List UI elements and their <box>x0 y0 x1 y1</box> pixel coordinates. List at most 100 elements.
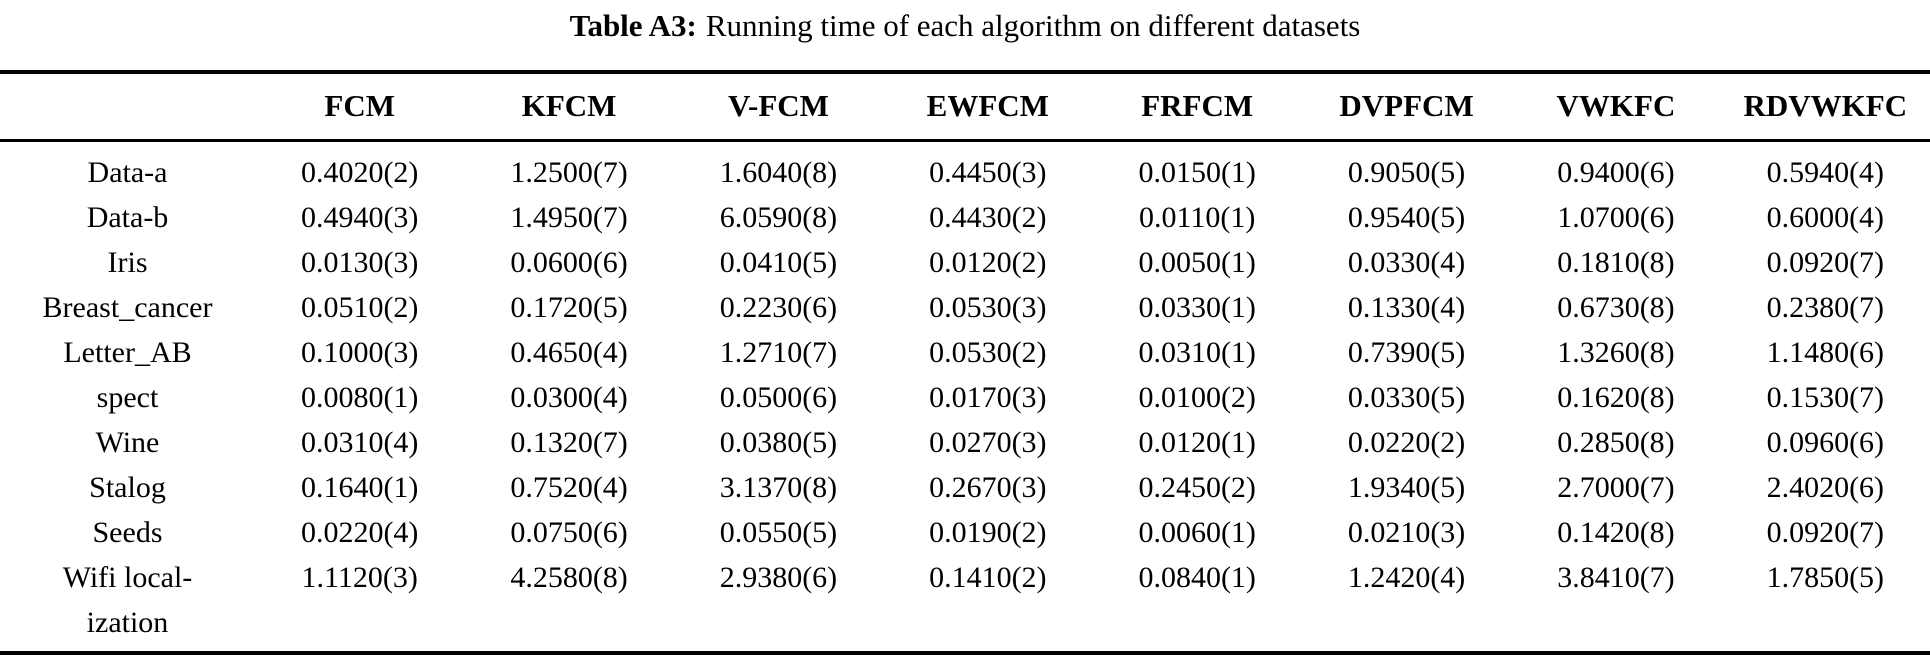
runtime-cell: 0.0920(7) <box>1766 246 1885 279</box>
runtime-cell: 2.4020(6) <box>1766 471 1885 504</box>
runtime-cell: 0.2670(3) <box>929 471 1047 504</box>
table-row: Wifi local- ization 1.1120(3) 4.2580(8) 2.9… <box>0 555 1930 653</box>
dataset-label: Data-a <box>87 156 168 189</box>
runtime-cell: 0.4430(2) <box>929 201 1047 234</box>
dataset-label: Letter_AB <box>63 336 192 369</box>
runtime-cell: 0.1000(3) <box>300 336 419 369</box>
table-header-row: FCM KFCM V-FCM EWFCM FRFCM DVPFCM VWKFC RDVWKFC <box>0 72 1930 141</box>
runtime-cell: 0.1320(7) <box>510 426 628 459</box>
runtime-cell: 0.2230(6) <box>719 291 838 324</box>
runtime-cell: 0.0120(1) <box>1138 426 1256 459</box>
runtime-cell: 0.1620(8) <box>1557 381 1675 414</box>
runtime-cell: 0.0100(2) <box>1138 381 1256 414</box>
dataset-label: Seeds <box>92 516 163 549</box>
dataset-label: Wine <box>95 426 160 459</box>
dataset-label: Breast_cancer <box>42 291 213 324</box>
table-row: Letter_AB 0.1000(3) 0.4650(4) 1.2710(7) 0.05… <box>0 330 1930 375</box>
runtime-cell: 0.0110(1) <box>1139 201 1256 234</box>
runtime-cell: 2.7000(7) <box>1557 471 1675 504</box>
runtime-cell: 0.0080(1) <box>300 381 419 414</box>
column-header-vwkfc: VWKFC <box>1556 88 1676 123</box>
runtime-cell: 1.2420(4) <box>1347 561 1466 594</box>
runtime-cell: 0.4450(3) <box>929 156 1047 189</box>
runtime-cell: 0.2380(7) <box>1766 291 1885 324</box>
table-header: FCM KFCM V-FCM EWFCM FRFCM DVPFCM VWKFC RDVWKFC <box>0 72 1930 141</box>
runtime-cell: 1.2710(7) <box>719 336 838 369</box>
runtime-cell: 0.0270(3) <box>929 426 1047 459</box>
table-caption-label: Table A3: <box>569 8 697 43</box>
dataset-label: spect <box>96 381 159 414</box>
runtime-cell: 0.1410(2) <box>929 561 1047 594</box>
runtime-cell: 0.0210(3) <box>1347 516 1466 549</box>
runtime-cell: 0.2450(2) <box>1138 471 1256 504</box>
runtime-cell: 0.9050(5) <box>1347 156 1466 189</box>
runtime-cell: 0.0300(4) <box>510 381 628 414</box>
column-header-dvpfcm: DVPFCM <box>1339 88 1474 123</box>
runtime-cell: 0.0960(6) <box>1766 426 1885 459</box>
runtime-cell: 0.0750(6) <box>510 516 628 549</box>
runtime-cell: 1.1480(6) <box>1766 336 1885 369</box>
table-caption: Table A3: Running time of each algorithm … <box>0 0 1930 44</box>
runtime-cell: 0.0530(3) <box>929 291 1047 324</box>
column-header-v-fcm: V-FCM <box>727 88 829 123</box>
column-header-frfcm: FRFCM <box>1141 88 1254 123</box>
runtime-cell: 0.1720(5) <box>510 291 628 324</box>
runtime-cell: 0.0050(1) <box>1138 246 1256 279</box>
runtime-cell: 1.0700(6) <box>1557 201 1675 234</box>
runtime-cell: 0.7520(4) <box>510 471 628 504</box>
runtime-cell: 0.0150(1) <box>1138 156 1256 189</box>
runtime-cell: 0.0060(1) <box>1138 516 1256 549</box>
runtime-cell: 0.1530(7) <box>1766 381 1885 414</box>
running-time-table: FCM KFCM V-FCM EWFCM FRFCM DVPFCM VWKFC RDVWKFC… <box>0 70 1930 655</box>
runtime-cell: 1.4950(7) <box>510 201 628 234</box>
runtime-cell: 0.5940(4) <box>1766 156 1885 189</box>
runtime-cell: 0.0510(2) <box>300 291 419 324</box>
runtime-cell: 0.4650(4) <box>510 336 628 369</box>
runtime-cell: 0.0410(5) <box>719 246 838 279</box>
runtime-cell: 0.0130(3) <box>300 246 419 279</box>
runtime-cell: 1.9340(5) <box>1347 471 1466 504</box>
runtime-cell: 0.6000(4) <box>1766 201 1885 234</box>
dataset-column-header <box>0 72 255 141</box>
table-row: Breast_cancer 0.0510(2) 0.1720(5) 0.2230(6)… <box>0 285 1930 330</box>
runtime-cell: 1.6040(8) <box>719 156 838 189</box>
runtime-cell: 0.0500(6) <box>719 381 838 414</box>
runtime-cell: 0.0550(5) <box>719 516 838 549</box>
table-row: spect 0.0080(1) 0.0300(4) 0.0500(6) 0.0170(3… <box>0 375 1930 420</box>
table-row: Wine 0.0310(4) 0.1320(7) 0.0380(5) 0.0270(3)… <box>0 420 1930 465</box>
runtime-cell: 1.1120(3) <box>301 561 418 594</box>
runtime-cell: 0.0380(5) <box>719 426 838 459</box>
runtime-cell: 0.0330(1) <box>1138 291 1256 324</box>
table-caption-text: Running time of each algorithm on differ… <box>705 8 1361 43</box>
dataset-label: Iris <box>107 246 148 279</box>
table-row: Data-b 0.4940(3) 1.4950(7) 6.0590(8) 0.4430(… <box>0 195 1930 240</box>
runtime-cell: 0.0920(7) <box>1766 516 1885 549</box>
table-row: Seeds 0.0220(4) 0.0750(6) 0.0550(5) 0.0190(2… <box>0 510 1930 555</box>
runtime-cell: 0.4020(2) <box>300 156 419 189</box>
runtime-cell: 0.0840(1) <box>1138 561 1256 594</box>
runtime-cell: 0.1330(4) <box>1347 291 1466 324</box>
runtime-cell: 4.2580(8) <box>510 561 628 594</box>
runtime-cell: 1.2500(7) <box>510 156 628 189</box>
runtime-cell: 1.7850(5) <box>1766 561 1885 594</box>
dataset-label: Data-b <box>86 201 169 234</box>
dataset-label: Wifi local- ization <box>62 561 193 639</box>
column-header-fcm: FCM <box>324 88 395 123</box>
dataset-label: Stalog <box>89 471 166 504</box>
runtime-cell: 0.0220(4) <box>300 516 419 549</box>
table-row: Iris 0.0130(3) 0.0600(6) 0.0410(5) 0.0120(2)… <box>0 240 1930 285</box>
runtime-cell: 0.0220(2) <box>1347 426 1466 459</box>
table-row: Data-a 0.4020(2) 1.2500(7) 1.6040(8) 0.4450(… <box>0 141 1930 196</box>
column-header-rdvwkfc: RDVWKFC <box>1743 88 1908 123</box>
runtime-cell: 0.0530(2) <box>929 336 1047 369</box>
runtime-cell: 0.0600(6) <box>510 246 628 279</box>
runtime-cell: 0.7390(5) <box>1347 336 1466 369</box>
runtime-cell: 3.1370(8) <box>719 471 838 504</box>
runtime-cell: 0.0190(2) <box>929 516 1047 549</box>
runtime-cell: 2.9380(6) <box>719 561 838 594</box>
runtime-cell: 0.1420(8) <box>1557 516 1675 549</box>
column-header-kfcm: KFCM <box>521 88 617 123</box>
runtime-cell: 0.9400(6) <box>1557 156 1675 189</box>
runtime-cell: 0.6730(8) <box>1557 291 1675 324</box>
